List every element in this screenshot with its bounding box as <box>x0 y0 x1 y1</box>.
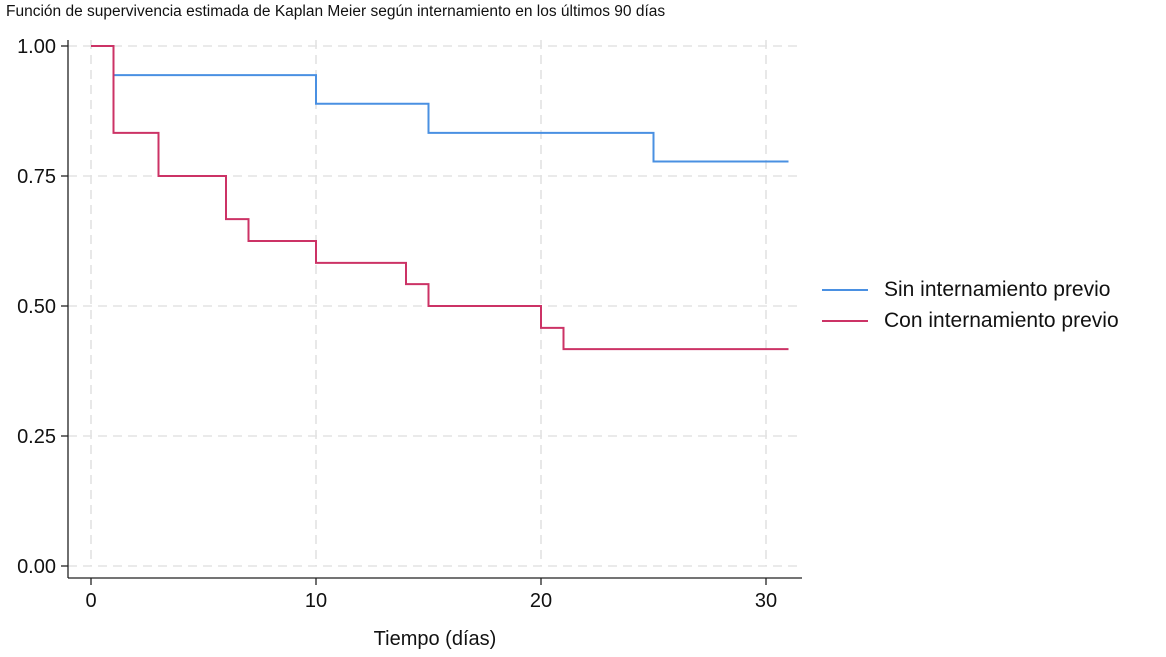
y-tick-label-1: 0.25 <box>17 426 56 448</box>
series-line-con-internamiento <box>91 45 789 351</box>
x-tick-label-0: 0 <box>85 590 96 612</box>
y-tick-label-0: 0.00 <box>17 556 56 578</box>
x-tick-label-2: 20 <box>530 590 552 612</box>
legend-swatch-sin-internamiento <box>822 288 868 291</box>
legend-label-con-internamiento: Con internamiento previo <box>884 308 1119 332</box>
legend-label-sin-internamiento: Sin internamiento previo <box>884 277 1111 301</box>
y-tick-label-4: 1.00 <box>17 36 56 58</box>
y-tick-label-3: 0.75 <box>17 166 56 188</box>
legend: Sin internamiento previo Con internamien… <box>822 274 1119 336</box>
x-tick-label-1: 10 <box>305 590 327 612</box>
chart-title: Función de supervivencia estimada de Kap… <box>6 3 666 20</box>
series-line-sin-internamiento <box>91 45 789 163</box>
legend-swatch-con-internamiento <box>822 319 868 322</box>
legend-item-con-internamiento: Con internamiento previo <box>822 305 1119 336</box>
y-tick-label-2: 0.50 <box>17 296 56 318</box>
x-tick-label-3: 30 <box>755 590 777 612</box>
grid-lines <box>68 40 802 567</box>
survival-curves <box>91 45 789 351</box>
legend-item-sin-internamiento: Sin internamiento previo <box>822 274 1119 305</box>
x-axis-title: Tiempo (días) <box>374 628 497 650</box>
axes: 0.00 0.25 0.50 0.75 1.00 0 10 20 30 <box>17 36 802 612</box>
